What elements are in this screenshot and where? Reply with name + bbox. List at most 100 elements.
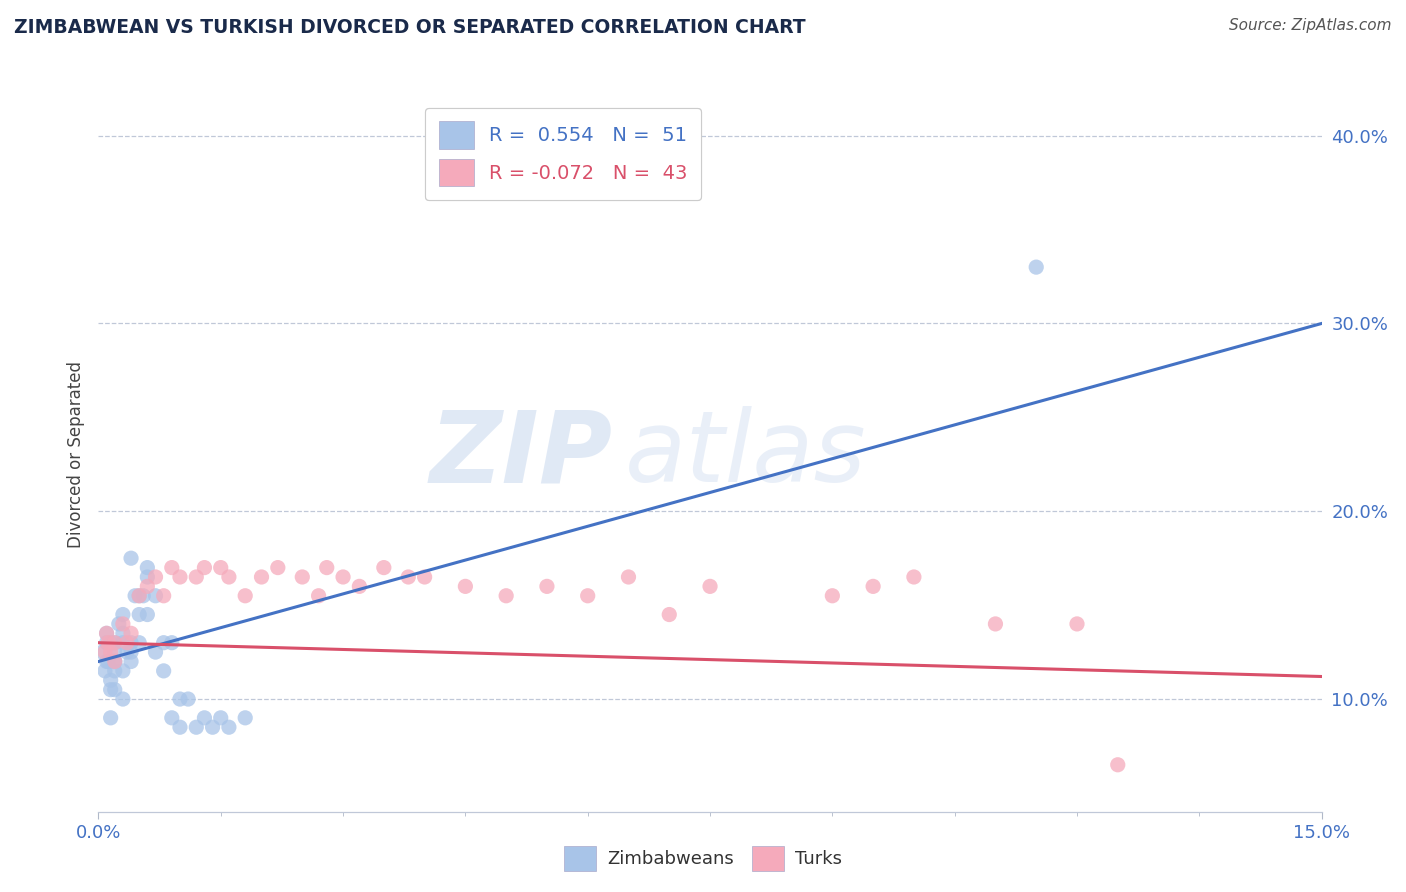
Point: [104, 645, 127, 659]
Point: [160, 636, 183, 650]
Point: [94, 645, 117, 659]
Point: [128, 636, 150, 650]
Point: [233, 711, 256, 725]
Point: [120, 626, 142, 640]
Text: ZIP: ZIP: [429, 407, 612, 503]
Point: [576, 589, 599, 603]
Point: [413, 570, 436, 584]
Point: [145, 570, 167, 584]
Point: [536, 579, 558, 593]
Point: [91, 645, 114, 659]
Text: Source: ZipAtlas.com: Source: ZipAtlas.com: [1229, 18, 1392, 33]
Point: [96, 626, 118, 640]
Point: [152, 589, 174, 603]
Point: [267, 560, 290, 574]
Point: [100, 711, 122, 725]
Point: [111, 616, 134, 631]
Point: [396, 570, 419, 584]
Point: [903, 570, 925, 584]
Point: [104, 655, 127, 669]
Point: [104, 655, 127, 669]
Point: [136, 579, 159, 593]
Point: [169, 570, 191, 584]
Legend: R =  0.554   N =  51, R = -0.072   N =  43: R = 0.554 N = 51, R = -0.072 N = 43: [425, 108, 702, 200]
Point: [1107, 757, 1129, 772]
Point: [120, 551, 142, 566]
Point: [96, 626, 118, 640]
Point: [128, 607, 150, 622]
Point: [100, 645, 122, 659]
Point: [209, 560, 232, 574]
Point: [100, 682, 122, 697]
Point: [104, 664, 127, 678]
Point: [177, 692, 200, 706]
Point: [145, 645, 167, 659]
Point: [169, 692, 191, 706]
Point: [108, 616, 131, 631]
Point: [186, 720, 208, 734]
Point: [120, 645, 142, 659]
Point: [152, 636, 174, 650]
Point: [308, 589, 330, 603]
Point: [111, 692, 134, 706]
Point: [152, 664, 174, 678]
Point: [193, 711, 215, 725]
Point: [111, 664, 134, 678]
Point: [193, 560, 215, 574]
Point: [111, 626, 134, 640]
Point: [115, 636, 138, 650]
Text: ZIMBABWEAN VS TURKISH DIVORCED OR SEPARATED CORRELATION CHART: ZIMBABWEAN VS TURKISH DIVORCED OR SEPARA…: [14, 18, 806, 37]
Point: [160, 560, 183, 574]
Point: [617, 570, 640, 584]
Point: [136, 560, 159, 574]
Point: [132, 589, 155, 603]
Point: [218, 720, 240, 734]
Point: [658, 607, 681, 622]
Point: [96, 655, 118, 669]
Point: [136, 570, 159, 584]
Point: [1066, 616, 1088, 631]
Point: [94, 664, 117, 678]
Point: [97, 655, 120, 669]
Point: [250, 570, 273, 584]
Point: [97, 636, 120, 650]
Point: [120, 655, 142, 669]
Point: [145, 589, 167, 603]
Point: [984, 616, 1007, 631]
Point: [201, 720, 224, 734]
Point: [349, 579, 371, 593]
Point: [315, 560, 337, 574]
Point: [373, 560, 395, 574]
Point: [100, 636, 122, 650]
Legend: Zimbabweans, Turks: Zimbabweans, Turks: [557, 838, 849, 879]
Y-axis label: Divorced or Separated: Divorced or Separated: [66, 361, 84, 549]
Point: [104, 655, 127, 669]
Point: [332, 570, 354, 584]
Point: [96, 636, 118, 650]
Point: [186, 570, 208, 584]
Point: [291, 570, 314, 584]
Point: [100, 673, 122, 688]
Point: [218, 570, 240, 584]
Point: [128, 589, 150, 603]
Point: [104, 636, 127, 650]
Point: [128, 589, 150, 603]
Point: [862, 579, 884, 593]
Point: [136, 607, 159, 622]
Point: [111, 636, 134, 650]
Point: [821, 589, 844, 603]
Point: [120, 636, 142, 650]
Point: [495, 589, 517, 603]
Point: [169, 720, 191, 734]
Point: [104, 682, 127, 697]
Point: [104, 636, 127, 650]
Point: [124, 589, 146, 603]
Point: [111, 607, 134, 622]
Text: atlas: atlas: [624, 407, 866, 503]
Point: [1025, 260, 1047, 274]
Point: [115, 645, 138, 659]
Point: [233, 589, 256, 603]
Point: [209, 711, 232, 725]
Point: [454, 579, 477, 593]
Point: [160, 711, 183, 725]
